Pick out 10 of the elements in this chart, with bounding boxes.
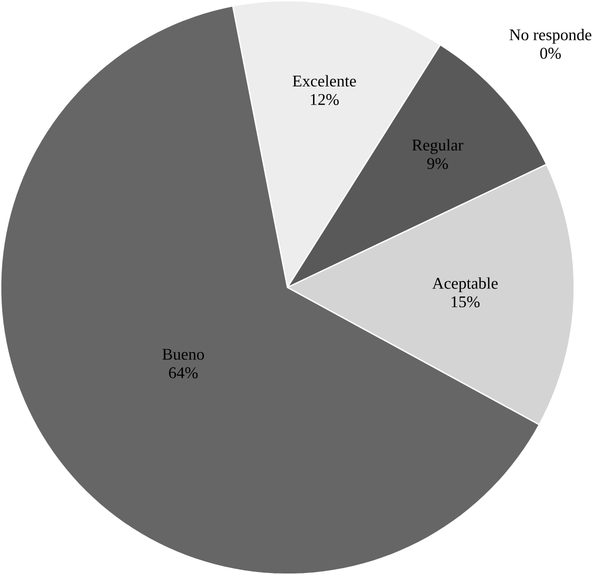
data-label: 15% xyxy=(452,296,480,308)
slice-label: Excelente xyxy=(292,75,356,87)
text: 0% xyxy=(540,48,561,59)
data-label: 12% xyxy=(310,94,339,106)
slice-label: Regular xyxy=(412,139,464,154)
data-label: 9% xyxy=(427,158,448,170)
slice-label: Bueno xyxy=(162,349,204,360)
category-label: No responde xyxy=(510,28,592,44)
slice-label: Aceptable xyxy=(432,277,498,292)
data-label: 64% xyxy=(169,367,198,378)
